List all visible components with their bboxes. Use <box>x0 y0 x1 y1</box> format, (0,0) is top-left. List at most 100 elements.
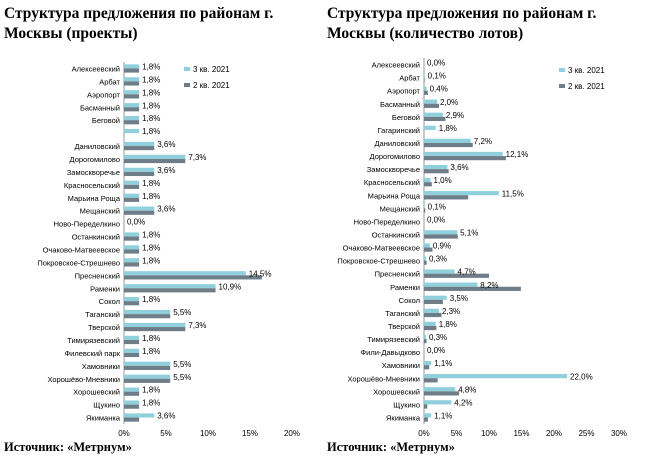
data-label: 5,5% <box>173 308 191 317</box>
bar-q3-2021 <box>124 128 140 134</box>
bar-q3-2021 <box>124 245 140 250</box>
bar-q3-2021 <box>424 204 425 209</box>
data-label: 3,6% <box>157 166 175 175</box>
category-label: Тимирязевский <box>67 336 120 345</box>
data-label: 5,5% <box>173 373 191 382</box>
bar-q2-2021 <box>124 404 140 409</box>
bar-q3-2021 <box>124 284 216 289</box>
category-label: Раменки <box>90 284 120 293</box>
bar-q3-2021 <box>424 374 567 379</box>
data-label: 3,6% <box>157 412 175 421</box>
data-label: 0,0% <box>127 218 145 227</box>
data-label: 1,8% <box>142 192 160 201</box>
data-label: 1,0% <box>434 176 452 185</box>
category-label: Таганский <box>85 310 120 319</box>
data-label: 1,8% <box>142 243 160 252</box>
bar-q3-2021 <box>124 206 155 211</box>
bar-q2-2021 <box>424 365 430 370</box>
data-label: 1,8% <box>142 101 160 110</box>
data-label: 1,8% <box>142 386 160 395</box>
title-line-2: Москвы (проекты) <box>4 25 138 42</box>
chart-panel-projects: Структура предложения по районам г. Моск… <box>0 0 322 460</box>
category-label: Покровское-Стрешнево <box>337 257 420 266</box>
data-label: 1,8% <box>142 114 160 123</box>
category-label: Замоскворечье <box>67 168 120 177</box>
data-label: 4,2% <box>454 398 472 407</box>
category-label: Якиманка <box>386 413 421 422</box>
category-label: Останкинский <box>72 233 120 242</box>
bar-q3-2021 <box>424 256 426 261</box>
data-label: 3,6% <box>157 140 175 149</box>
data-label: 1,8% <box>142 127 160 136</box>
bar-q2-2021 <box>424 90 428 95</box>
data-label: 7,3% <box>188 321 206 330</box>
category-label: Хамовники <box>382 361 420 370</box>
category-label: Хорошёво-Мневники <box>347 374 420 383</box>
bar-q3-2021 <box>124 309 171 315</box>
category-label: Раменки <box>390 283 420 292</box>
bar-q3-2021 <box>124 116 140 121</box>
bar-q3-2021 <box>424 321 436 326</box>
x-tick-label: 0% <box>118 429 130 438</box>
bar-q2-2021 <box>124 339 140 345</box>
bar-q3-2021 <box>124 335 140 340</box>
bar-q2-2021 <box>424 156 506 161</box>
data-label: 0,9% <box>433 242 451 251</box>
bar-q3-2021 <box>424 243 430 248</box>
data-label: 1,8% <box>439 124 457 133</box>
bar-q2-2021 <box>424 195 469 200</box>
bar-q2-2021 <box>124 236 140 241</box>
bar-q2-2021 <box>424 312 442 318</box>
category-label: Якиманка <box>86 414 121 423</box>
category-label: Хорошёво-Мневники <box>47 375 120 384</box>
category-label: Хорошевский <box>73 388 120 397</box>
data-label: 4,8% <box>458 385 476 394</box>
data-label: 5,5% <box>173 360 191 369</box>
x-tick-label: 30% <box>611 429 627 438</box>
data-label: 14,5% <box>249 269 272 278</box>
category-label: Арбат <box>399 74 420 83</box>
bar-q3-2021 <box>424 230 458 235</box>
legend-swatch-q3 <box>184 67 190 71</box>
bar-q3-2021 <box>124 297 140 302</box>
category-label: Тимирязевский <box>367 335 420 344</box>
x-tick-label: 5% <box>160 429 172 438</box>
category-label: Мещанский <box>80 207 120 216</box>
data-label: 3,6% <box>450 163 468 172</box>
category-label: Щукино <box>393 400 420 409</box>
data-label: 10,9% <box>219 282 242 291</box>
data-label: 11,5% <box>502 189 524 198</box>
bar-q3-2021 <box>424 112 443 117</box>
data-label: 0,0% <box>427 346 445 355</box>
category-label: Очаково-Матвеевское <box>43 245 120 254</box>
category-label: Алексеевский <box>372 61 420 70</box>
bar-q2-2021 <box>124 314 171 319</box>
bar-q3-2021 <box>124 77 140 82</box>
bar-q3-2021 <box>124 64 140 69</box>
bar-q3-2021 <box>124 180 140 185</box>
category-label: Останкинский <box>372 230 420 239</box>
bar-q3-2021 <box>124 400 140 405</box>
bar-q2-2021 <box>424 77 425 82</box>
category-label: Беговой <box>392 113 420 122</box>
x-tick-label: 15% <box>513 429 529 438</box>
legend-swatch-q2 <box>184 83 190 87</box>
bar-q2-2021 <box>424 247 433 252</box>
category-label: Беговой <box>92 116 120 125</box>
bar-q3-2021 <box>124 90 140 95</box>
data-label: 8,2% <box>480 281 498 290</box>
category-label: Аэропорт <box>387 87 421 96</box>
bar-q2-2021 <box>424 142 473 148</box>
bar-q3-2021 <box>124 374 171 379</box>
bar-q2-2021 <box>424 404 428 409</box>
data-label: 5,1% <box>460 228 478 237</box>
bar-q2-2021 <box>124 158 186 164</box>
legend-label-q2: 2 кв. 2021 <box>193 81 230 90</box>
bar-q2-2021 <box>124 146 155 151</box>
bar-q2-2021 <box>124 417 140 422</box>
title-line-2: Москвы (количество лотов) <box>327 25 524 42</box>
bar-q3-2021 <box>124 258 140 263</box>
bar-q3-2021 <box>424 151 503 157</box>
data-label: 1,8% <box>142 179 160 188</box>
bar-q2-2021 <box>124 184 140 189</box>
